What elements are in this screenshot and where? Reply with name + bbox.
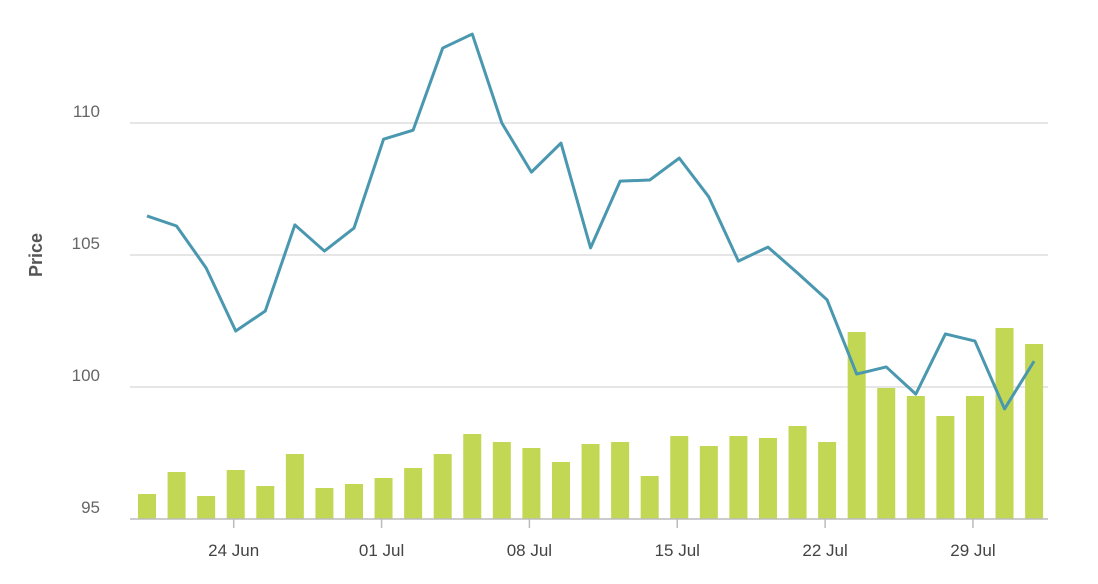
y-axis-label: Price — [26, 233, 46, 277]
x-tick-label: 22 Jul — [802, 541, 847, 560]
volume-bar — [492, 442, 511, 519]
volume-bar — [788, 426, 807, 519]
volume-bar — [965, 396, 984, 519]
x-tick-label: 01 Jul — [359, 541, 404, 560]
y-tick-label: 100 — [72, 366, 100, 385]
volume-bar — [877, 388, 896, 519]
volume-bar — [522, 448, 541, 519]
volume-bar — [404, 468, 423, 519]
y-tick-label: 95 — [81, 498, 100, 517]
volume-bar — [256, 486, 275, 519]
y-tick-label: 105 — [72, 234, 100, 253]
volume-bar — [670, 436, 689, 519]
volume-bar — [936, 416, 955, 519]
x-tick-label: 08 Jul — [507, 541, 552, 560]
volume-bar — [611, 442, 630, 519]
volume-bar — [581, 444, 600, 519]
volume-bar — [344, 484, 363, 519]
volume-bar — [463, 434, 482, 519]
volume-bar — [906, 396, 925, 519]
volume-bar — [167, 472, 186, 519]
volume-bar — [640, 476, 659, 519]
volume-bar — [433, 454, 452, 519]
x-tick-label: 15 Jul — [655, 541, 700, 560]
volume-bar — [285, 454, 304, 519]
volume-bar — [197, 496, 216, 519]
volume-bar — [699, 446, 718, 519]
volume-bar — [138, 494, 156, 519]
x-tick-label: 24 Jun — [208, 541, 259, 560]
volume-bar — [1025, 344, 1044, 519]
volume-bar — [847, 332, 866, 519]
volume-bar — [315, 488, 334, 519]
volume-bar — [374, 478, 393, 519]
price-line — [146, 32, 1036, 411]
volume-bar — [818, 442, 837, 519]
volume-bar — [995, 328, 1014, 519]
y-tick-label: 110 — [73, 102, 100, 121]
volume-bar — [226, 470, 245, 519]
x-tick-label: 29 Jul — [950, 541, 995, 560]
volume-bar — [758, 438, 777, 519]
volume-bar — [729, 436, 748, 519]
volume-bar — [551, 462, 570, 519]
